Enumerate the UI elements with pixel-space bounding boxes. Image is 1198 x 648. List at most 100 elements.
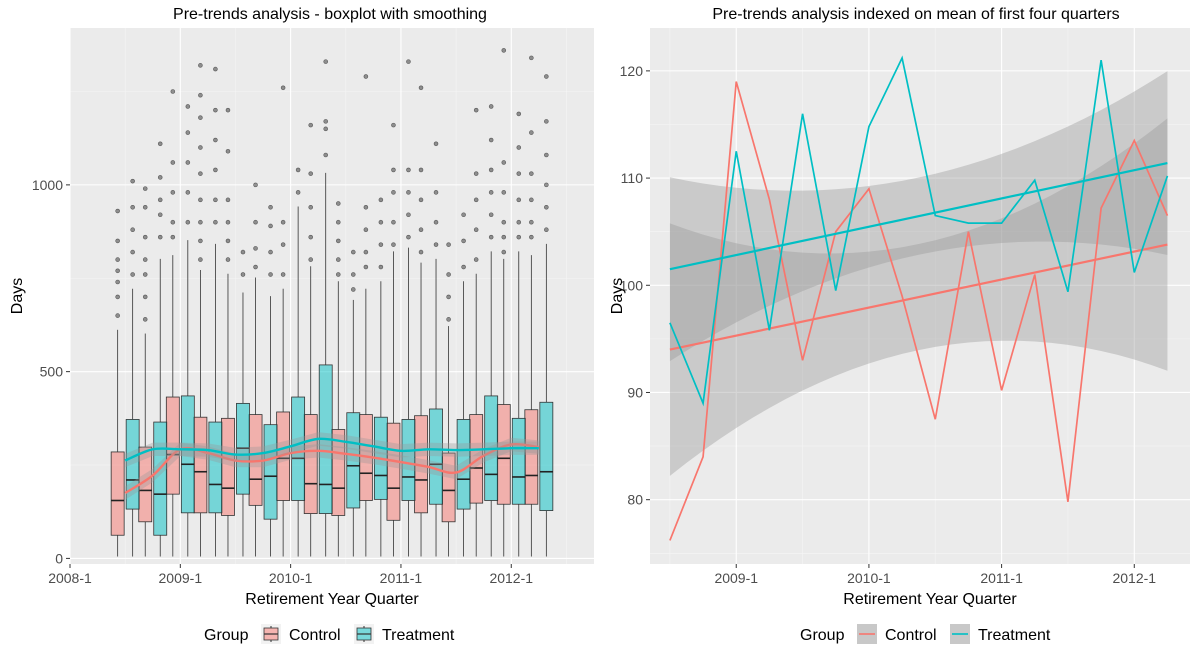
outlier-point <box>433 190 439 195</box>
y-tick-label: 500 <box>40 364 64 380</box>
left-legend-title: Group <box>204 627 249 644</box>
outlier-point <box>473 197 479 203</box>
x-tick-label: 2012-1 <box>1112 570 1156 586</box>
control-box <box>331 201 346 557</box>
outlier-point <box>213 219 218 225</box>
outlier-point <box>170 160 176 165</box>
outlier-point <box>406 212 411 218</box>
outlier-point <box>213 137 218 143</box>
x-tick-label: 2010-1 <box>847 570 891 586</box>
outlier-point <box>501 48 507 53</box>
outlier-point <box>544 182 549 188</box>
box-iqr <box>221 417 235 516</box>
box-iqr <box>429 408 443 505</box>
outlier-point <box>501 219 507 225</box>
treatment-box <box>208 66 223 557</box>
outlier-point <box>391 219 396 225</box>
outlier-point <box>378 264 384 270</box>
outlier-point <box>529 171 534 176</box>
left-legend-label-control: Control <box>289 627 341 644</box>
box-iqr <box>180 395 195 514</box>
outlier-point <box>391 190 396 195</box>
treatment-trend-line <box>669 161 1168 271</box>
outlier-point <box>170 234 176 240</box>
outlier-point <box>280 272 286 277</box>
outlier-point <box>544 74 549 79</box>
outlier-point <box>213 197 218 203</box>
outlier-point <box>350 287 356 292</box>
line-chart: Pre-trends analysis indexed on mean of f… <box>609 6 1190 644</box>
outlier-point <box>488 104 494 109</box>
outlier-point <box>157 212 163 218</box>
treatment-box <box>539 74 554 557</box>
outlier-point <box>142 257 148 262</box>
outlier-point <box>268 204 273 210</box>
outlier-point <box>446 317 451 322</box>
outlier-point <box>529 234 534 240</box>
outlier-point <box>130 227 135 233</box>
outlier-point <box>391 242 396 247</box>
outlier-point <box>488 212 494 218</box>
outlier-point <box>115 268 120 274</box>
right-legend-label-treatment: Treatment <box>978 627 1051 644</box>
outlier-point <box>323 119 329 124</box>
outlier-point <box>142 272 148 277</box>
outlier-point <box>170 190 176 195</box>
outlier-point <box>185 190 191 195</box>
outlier-point <box>516 145 522 150</box>
outlier-point <box>446 272 451 277</box>
outlier-point <box>446 294 451 300</box>
outlier-point <box>308 257 314 262</box>
treatment-box <box>429 141 443 557</box>
treatment-box <box>291 167 306 557</box>
outlier-point <box>115 238 120 244</box>
outlier-point <box>406 59 411 64</box>
outlier-point <box>295 167 301 173</box>
right-x-axis-title: Retirement Year Quarter <box>843 591 1017 608</box>
outlier-point <box>130 204 135 210</box>
outlier-point <box>544 119 549 124</box>
y-tick-label: 110 <box>621 170 644 186</box>
outlier-point <box>185 104 191 109</box>
box-iqr <box>153 421 168 536</box>
outlier-point <box>130 178 135 184</box>
outlier-point <box>335 201 341 206</box>
outlier-point <box>142 234 148 240</box>
outlier-point <box>350 272 356 277</box>
outlier-point <box>473 257 479 262</box>
outlier-point <box>473 171 479 176</box>
outlier-point <box>529 219 534 225</box>
outlier-point <box>418 167 424 173</box>
outlier-point <box>501 190 507 195</box>
outlier-point <box>253 182 258 188</box>
outlier-point <box>516 219 522 225</box>
control-box <box>138 186 153 557</box>
outlier-point <box>185 219 191 225</box>
box-iqr <box>291 396 306 501</box>
outlier-point <box>225 107 231 113</box>
box-iqr <box>524 409 539 505</box>
outlier-point <box>213 107 218 113</box>
outlier-point <box>115 208 120 214</box>
outlier-point <box>308 171 314 176</box>
outlier-point <box>198 219 203 225</box>
outlier-point <box>225 148 231 154</box>
outlier-point <box>433 219 439 225</box>
outlier-point <box>240 249 246 255</box>
box-iqr <box>263 424 278 520</box>
outlier-point <box>213 167 218 173</box>
outlier-point <box>363 74 369 79</box>
outlier-point <box>473 107 479 113</box>
outlier-point <box>142 204 148 210</box>
box-iqr <box>303 414 318 514</box>
outlier-point <box>280 85 286 91</box>
right-legend: Group Control Treatment <box>800 624 1051 644</box>
outlier-point <box>198 171 203 176</box>
x-tick-label: 2008-1 <box>48 570 92 586</box>
outlier-point <box>488 137 494 143</box>
control-series-line <box>669 81 1169 541</box>
outlier-point <box>363 264 369 270</box>
treatment-box <box>263 204 278 557</box>
outlier-point <box>516 197 522 203</box>
treatment-box <box>456 212 471 557</box>
